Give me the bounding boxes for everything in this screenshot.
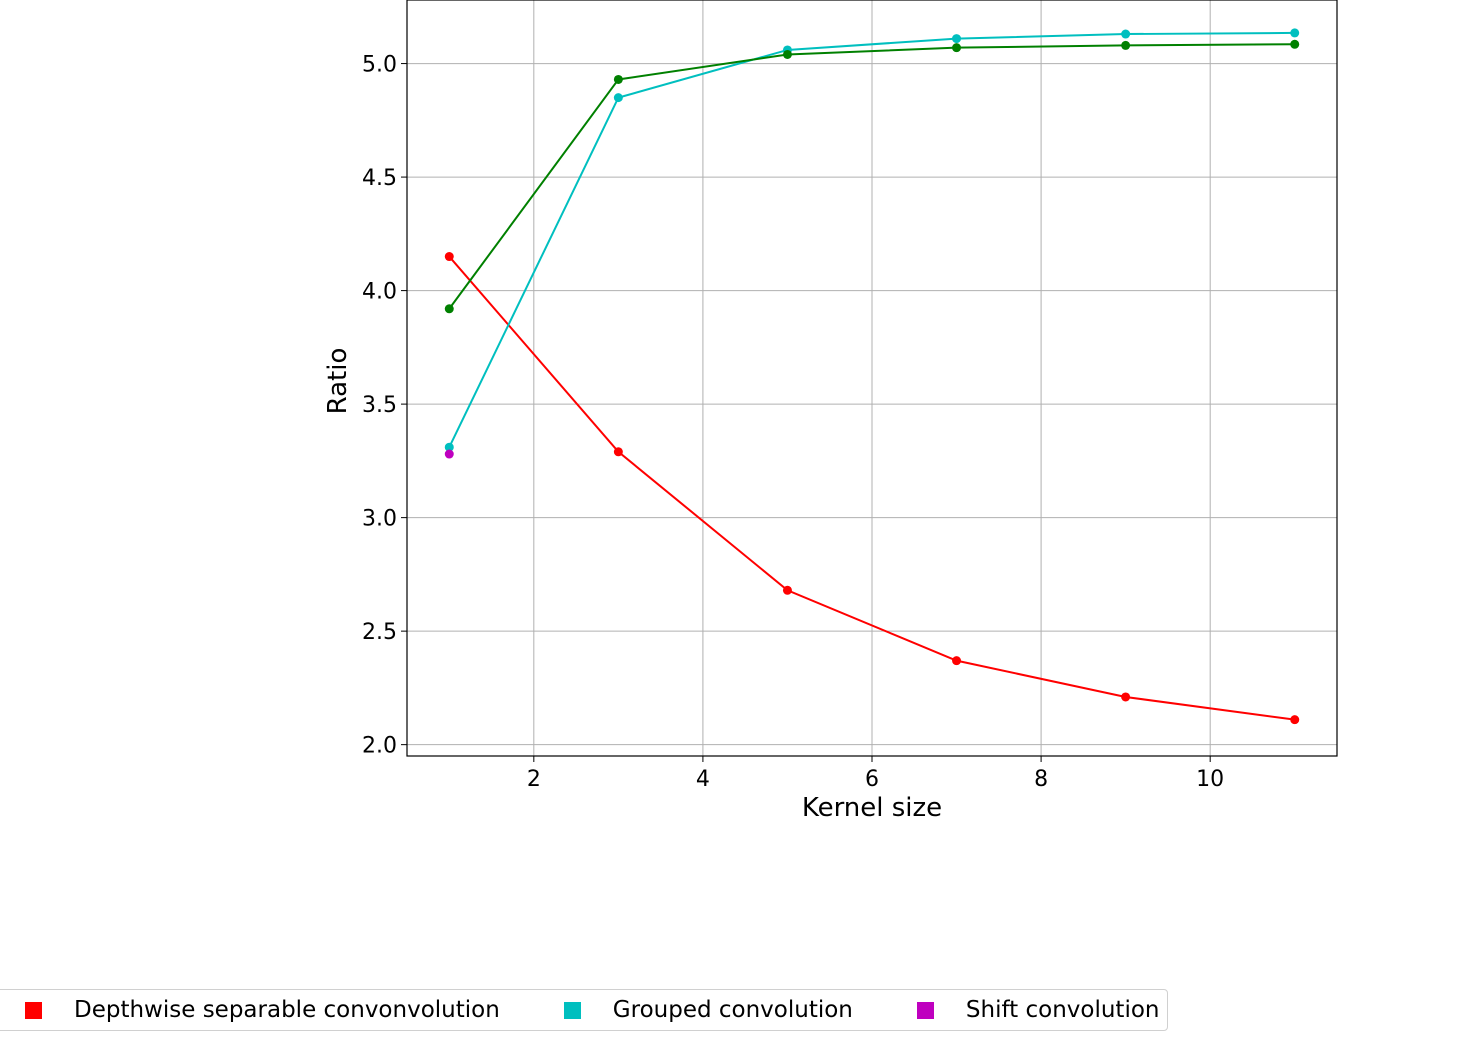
y-tick-label: 4.5 xyxy=(362,166,397,191)
y-axis-label: Ratio xyxy=(323,348,353,415)
data-point xyxy=(1290,39,1300,49)
data-point xyxy=(1121,29,1131,39)
grid-lines xyxy=(407,0,1337,756)
x-tick-label: 6 xyxy=(865,767,879,792)
legend-item: Shift convolution xyxy=(916,997,1160,1023)
data-point xyxy=(1290,715,1300,725)
legend-swatch xyxy=(25,1001,42,1019)
data-point xyxy=(613,447,623,457)
legend: Depthwise separable convonvolution Groupe… xyxy=(0,989,1169,1031)
y-tick-label: 2.5 xyxy=(362,620,397,645)
x-tick-label: 2 xyxy=(527,767,541,792)
series-line xyxy=(448,255,1295,721)
data-point xyxy=(444,304,454,314)
series-3 xyxy=(444,39,1300,314)
x-tick-label: 10 xyxy=(1196,767,1224,792)
data-point xyxy=(1121,692,1131,702)
series-line xyxy=(448,43,1295,310)
y-tick-label: 4.0 xyxy=(362,280,397,305)
data-point xyxy=(952,656,962,666)
data-point xyxy=(952,34,962,44)
data-point xyxy=(1290,28,1300,38)
y-tick-label: 3.5 xyxy=(362,393,397,418)
data-point xyxy=(952,43,962,53)
legend-swatch xyxy=(563,1001,581,1019)
data-point xyxy=(613,74,623,84)
x-axis-label: Kernel size xyxy=(802,793,942,823)
data-point xyxy=(1121,40,1131,50)
series-2 xyxy=(444,449,454,459)
y-tick-label: 3.0 xyxy=(362,507,397,532)
series-line xyxy=(448,31,1295,448)
legend-item: Depthwise separable convonvolution xyxy=(25,997,500,1023)
data-point xyxy=(444,442,454,452)
data-point xyxy=(613,93,623,103)
data-point xyxy=(444,252,454,262)
legend-label: Depthwise separable convonvolution xyxy=(74,997,500,1023)
data-point xyxy=(444,449,454,459)
legend-label: Shift convolution xyxy=(965,997,1160,1023)
legend-item: Grouped convolution xyxy=(563,997,853,1023)
x-tick-label: 4 xyxy=(696,767,710,792)
legend-label: Grouped convolution xyxy=(612,997,853,1023)
y-tick-label: 2.0 xyxy=(362,734,397,759)
series-layer xyxy=(444,28,1300,725)
y-tick-label: 5.0 xyxy=(362,53,397,78)
series-0 xyxy=(444,252,1300,725)
axis-ticks: 2 4 6 8 10 2.0 2.5 3.0 3.5 4.0 4.5 5.0 xyxy=(362,53,1224,792)
legend-swatch xyxy=(916,1001,934,1019)
data-point xyxy=(782,585,792,595)
data-point xyxy=(782,49,792,59)
x-tick-label: 8 xyxy=(1034,767,1048,792)
